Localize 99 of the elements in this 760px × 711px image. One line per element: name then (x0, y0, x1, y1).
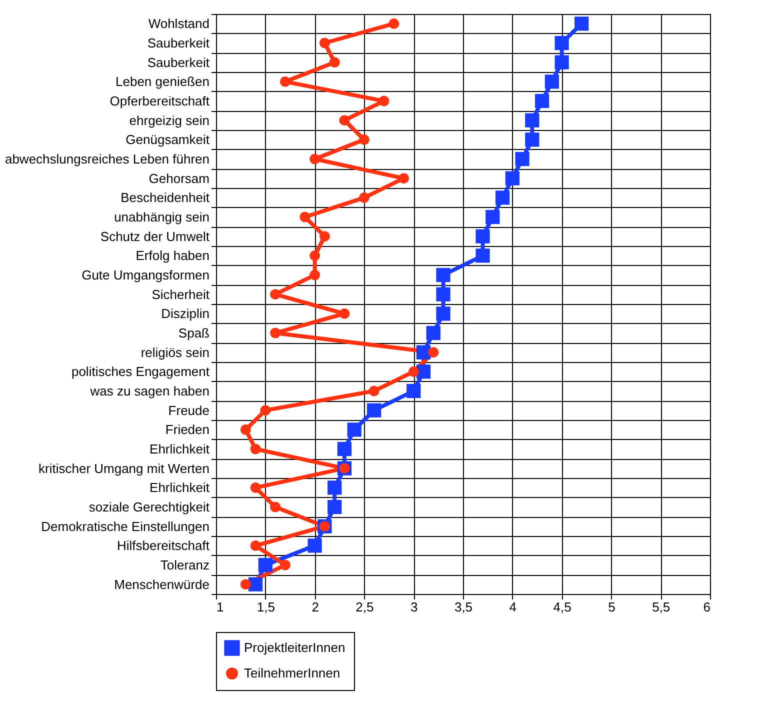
y-tick-label: Wohlstand (148, 16, 210, 32)
point (339, 115, 350, 126)
point (270, 328, 281, 338)
point (248, 577, 263, 592)
point (554, 36, 569, 50)
x-tick-label: 1 (216, 600, 224, 614)
x-tick-label: 4 (509, 600, 517, 614)
point (327, 500, 342, 514)
y-tick-label: Sicherheit (152, 286, 210, 302)
legend-label: ProjektleiterInnen (244, 640, 346, 655)
point (310, 270, 320, 280)
point (339, 308, 350, 319)
x-tick-label: 2,5 (356, 600, 374, 614)
point (436, 268, 450, 282)
x-tick-label: 1,5 (256, 600, 275, 614)
y-tick-label: Ehrlichkeit (150, 442, 210, 456)
point (250, 540, 261, 551)
point (574, 16, 589, 31)
point (525, 132, 540, 147)
point (270, 502, 281, 512)
y-tick-label: Spaß (178, 326, 210, 340)
point (486, 210, 500, 224)
point (329, 57, 340, 68)
point (310, 250, 320, 261)
y-tick-label: abwechslungsreiches Leben führen (4, 152, 210, 166)
point (416, 345, 431, 360)
point (505, 171, 520, 186)
point (428, 347, 439, 358)
point (310, 154, 320, 164)
y-tick-label: Genügsamkeit (126, 132, 210, 148)
y-tick-label: soziale Gerechtigkeit (88, 500, 210, 514)
y-tick-label: Erfolg haben (136, 248, 210, 264)
y-tick-label: Demokratische Einstellungen (41, 518, 210, 534)
point (308, 538, 322, 553)
point (258, 558, 272, 572)
point (495, 190, 510, 205)
point (280, 76, 290, 87)
x-tick-label: 4,5 (553, 600, 572, 614)
y-tick-label: Hilfsbereitschaft (117, 538, 210, 554)
y-tick-label: Bescheidenheit (120, 190, 210, 206)
point (358, 134, 370, 145)
point (525, 113, 540, 128)
point (250, 444, 261, 454)
y-tick-label: kritischer Umgang mit Werten (38, 460, 210, 476)
y-tick-label: was zu sagen haben (89, 384, 210, 398)
legend-label: TeilnehmerInnen (244, 666, 340, 680)
point (554, 55, 569, 70)
point (368, 386, 380, 396)
point (416, 364, 431, 379)
y-tick-label: Disziplin (161, 306, 210, 322)
x-tick-label: 5,5 (652, 600, 670, 614)
y-tick-label: Ehrlichkeit (150, 480, 210, 496)
y-tick-label: Schutz der Umwelt (100, 228, 210, 244)
point (398, 173, 409, 184)
point (300, 212, 310, 222)
point (250, 482, 261, 493)
point (534, 94, 550, 108)
point (476, 248, 490, 263)
x-tick-label: 2 (312, 600, 319, 614)
y-tick-label: Leben genießen (116, 74, 210, 90)
point (378, 96, 390, 106)
point (337, 442, 352, 456)
point (280, 560, 290, 570)
point (367, 403, 382, 418)
point (240, 424, 251, 435)
y-tick-label: religiös sein (140, 344, 210, 360)
x-tick-label: 3 (410, 600, 418, 614)
point (436, 287, 450, 302)
x-tick-label: 3,5 (454, 600, 473, 614)
y-tick-label: Toleranz (160, 558, 210, 572)
point (406, 384, 421, 398)
x-tick-label: 5 (608, 600, 616, 614)
y-tick-label: Gute Umgangsformen (82, 268, 210, 282)
point (544, 74, 559, 89)
point (347, 422, 362, 437)
y-tick-label: Frieden (165, 422, 210, 438)
y-tick-label: politisches Engagement (71, 364, 210, 380)
y-tick-label: unabhängig sein (114, 210, 210, 224)
x-tick-label: 6 (703, 600, 710, 614)
point (270, 289, 281, 300)
point (408, 366, 419, 377)
y-tick-label: ehrgeizig sein (129, 112, 210, 128)
point (260, 405, 271, 416)
point (515, 152, 530, 166)
y-tick-label: Freude (168, 402, 210, 418)
point (327, 480, 342, 495)
y-tick-label: Sauberkeit (147, 36, 210, 50)
y-tick-label: Opferbereitschaft (110, 94, 210, 108)
point (426, 326, 440, 340)
point (436, 306, 450, 321)
y-tick-label: Gehorsam (148, 170, 210, 186)
point (388, 18, 400, 29)
point (476, 229, 490, 244)
point (240, 579, 251, 590)
point (319, 231, 330, 242)
point (319, 38, 330, 48)
point (358, 192, 370, 203)
y-tick-label: Menschenwürde (114, 576, 210, 592)
y-tick-label: Sauberkeit (147, 54, 210, 70)
